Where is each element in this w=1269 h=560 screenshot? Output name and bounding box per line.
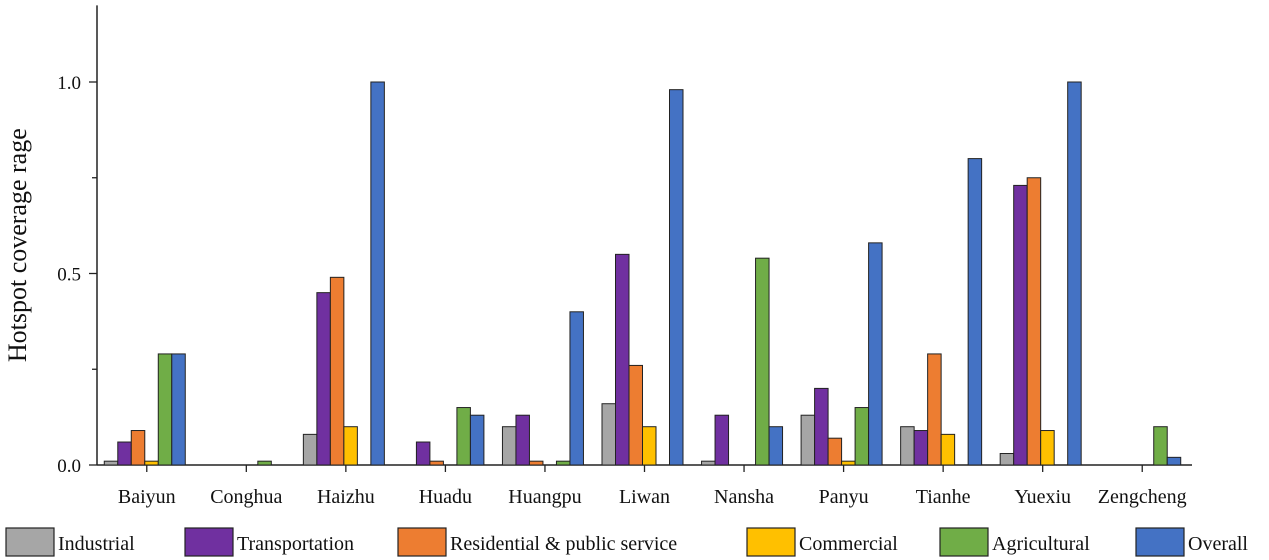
legend-swatch-residential-and-public-service bbox=[397, 527, 447, 557]
x-tick-label: Liwan bbox=[619, 486, 670, 508]
x-tick-label: Huadu bbox=[419, 486, 472, 508]
bar-huangpu-residential-and-public-service bbox=[528, 460, 544, 466]
legend-label-industrial: Industrial bbox=[58, 533, 135, 555]
bar-haizhu-overall bbox=[370, 81, 385, 466]
bars bbox=[103, 81, 1182, 466]
x-tick-label: Zengcheng bbox=[1098, 486, 1187, 508]
x-tick-label: Huangpu bbox=[508, 486, 581, 508]
bar-baiyun-agricultural bbox=[157, 353, 173, 466]
legend-swatch-commercial bbox=[746, 527, 796, 557]
legend-label-commercial: Commercial bbox=[799, 533, 898, 555]
x-tick-label: Nansha bbox=[714, 486, 774, 508]
legend-swatch-agricultural bbox=[939, 527, 989, 557]
bar-huangpu-overall bbox=[569, 311, 584, 466]
bar-panyu-agricultural bbox=[854, 407, 870, 466]
bar-panyu-commercial bbox=[841, 460, 856, 466]
legend: Industrial Transportation Residential & pu… bbox=[5, 527, 1248, 557]
bar-zengcheng-agricultural bbox=[1153, 426, 1168, 466]
bar-panyu-transportation bbox=[814, 387, 829, 466]
bar-yuexiu-commercial bbox=[1040, 430, 1055, 466]
bar-panyu-industrial bbox=[800, 414, 816, 466]
bar-liwan-commercial bbox=[642, 426, 657, 466]
bar-huadu-agricultural bbox=[456, 407, 471, 466]
bar-haizhu-transportation bbox=[316, 292, 331, 466]
bar-nansha-industrial bbox=[701, 460, 716, 466]
bar-haizhu-residential-and-public-service bbox=[329, 276, 345, 466]
x-tick-label: Yuexiu bbox=[1014, 486, 1071, 508]
legend-swatch-transportation bbox=[184, 527, 234, 557]
x-tick-label: Haizhu bbox=[317, 486, 375, 508]
bar-yuexiu-residential-and-public-service bbox=[1026, 177, 1042, 466]
bar-nansha-agricultural bbox=[755, 257, 770, 466]
bar-yuexiu-transportation bbox=[1013, 184, 1028, 466]
bar-zengcheng-overall bbox=[1166, 456, 1182, 466]
bar-baiyun-residential-and-public-service bbox=[130, 430, 146, 466]
bar-nansha-transportation bbox=[714, 414, 730, 466]
x-tick-label: Tianhe bbox=[916, 486, 971, 508]
bar-baiyun-transportation bbox=[117, 441, 132, 466]
bar-tianhe-overall bbox=[967, 158, 983, 466]
legend-label-transportation: Transportation bbox=[237, 533, 354, 555]
x-tick-label: Conghua bbox=[210, 486, 282, 508]
legend-label-overall: Overall bbox=[1188, 533, 1248, 555]
bar-liwan-residential-and-public-service bbox=[628, 364, 643, 466]
legend-label-agricultural: Agricultural bbox=[992, 533, 1090, 555]
bar-panyu-residential-and-public-service bbox=[827, 437, 843, 466]
legend-swatch-overall bbox=[1135, 527, 1185, 557]
legend-swatch-industrial bbox=[5, 527, 55, 557]
bar-yuexiu-overall bbox=[1067, 81, 1082, 466]
bar-baiyun-overall bbox=[171, 353, 186, 466]
bar-huadu-residential-and-public-service bbox=[429, 460, 444, 466]
y-axis-title: Hotspot coverage rage bbox=[3, 128, 32, 362]
bar-huangpu-industrial bbox=[501, 426, 517, 466]
bar-huadu-transportation bbox=[415, 441, 431, 466]
bar-liwan-transportation bbox=[615, 253, 630, 466]
axis-labels: 0.0 0.5 1.0 Hotspot coverage rage Baiyun Cong… bbox=[3, 73, 1187, 508]
bar-huadu-overall bbox=[469, 414, 485, 466]
bar-liwan-overall bbox=[669, 89, 684, 466]
y-tick-label: 1.0 bbox=[57, 73, 81, 94]
bar-haizhu-commercial bbox=[343, 426, 358, 466]
x-tick-label: Baiyun bbox=[118, 486, 176, 508]
bar-panyu-overall bbox=[868, 242, 883, 466]
bar-baiyun-industrial bbox=[103, 460, 119, 466]
y-tick-label: 0.5 bbox=[57, 265, 81, 286]
bar-nansha-overall bbox=[768, 426, 784, 466]
bar-haizhu-industrial bbox=[302, 433, 318, 466]
bar-yuexiu-industrial bbox=[999, 453, 1015, 466]
bar-tianhe-residential-and-public-service bbox=[927, 353, 942, 466]
bar-conghua-agricultural bbox=[257, 460, 272, 466]
bar-baiyun-commercial bbox=[144, 460, 159, 466]
bar-huangpu-agricultural bbox=[555, 460, 571, 466]
y-tick-label: 0.0 bbox=[57, 456, 81, 477]
bar-tianhe-industrial bbox=[900, 426, 915, 466]
bar-liwan-industrial bbox=[601, 403, 616, 466]
legend-label-residential-and-public-service: Residential & public service bbox=[450, 533, 677, 555]
bar-huangpu-transportation bbox=[515, 414, 530, 466]
bar-tianhe-transportation bbox=[913, 430, 929, 466]
bar-tianhe-commercial bbox=[940, 433, 956, 466]
x-tick-label: Panyu bbox=[819, 486, 869, 508]
